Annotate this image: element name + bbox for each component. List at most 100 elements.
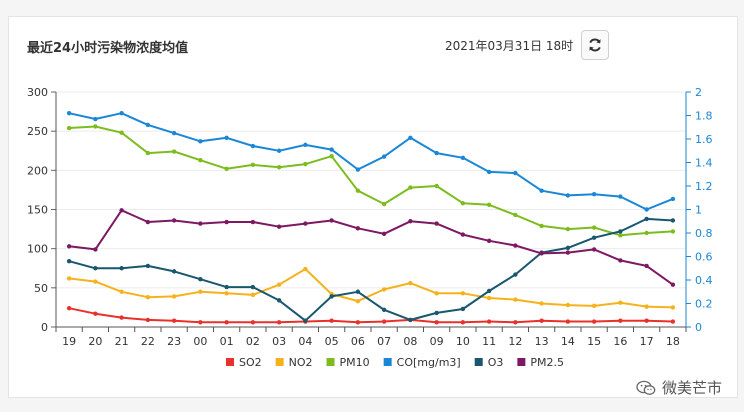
data-point-no2	[381, 287, 387, 292]
x-tick-label: 04	[298, 335, 312, 348]
data-point-pm2-5	[66, 244, 72, 249]
data-point-pm2-5	[303, 221, 308, 226]
data-point-so2	[539, 318, 544, 323]
data-point-so2	[250, 320, 256, 325]
data-point-co-mg-m3	[460, 155, 466, 160]
x-tick-label: 07	[377, 335, 391, 348]
data-point-no2	[224, 291, 229, 296]
data-point-co-mg-m3	[565, 193, 571, 198]
data-point-no2	[355, 298, 361, 304]
series-line-so2	[68, 307, 673, 324]
watermark-text: 微美芒市	[661, 379, 722, 397]
data-point-pm2-5	[460, 232, 466, 237]
data-point-so2	[513, 320, 518, 325]
data-point-pm10	[224, 166, 229, 171]
data-point-pm10	[355, 188, 361, 193]
data-point-pm10	[145, 150, 151, 156]
data-point-co-mg-m3	[276, 148, 282, 153]
data-point-no2	[408, 280, 413, 286]
legend-swatch-so2	[226, 358, 234, 366]
data-point-o3	[303, 318, 308, 323]
x-tick-label: 20	[88, 335, 102, 348]
data-point-pm2-5	[93, 247, 98, 252]
data-point-pm10	[276, 165, 282, 170]
data-point-pm10	[670, 229, 676, 234]
data-point-no2	[198, 289, 203, 294]
data-point-so2	[460, 320, 466, 325]
series-line-pm2-5	[68, 209, 674, 286]
y-left-tick-label: 150	[27, 204, 48, 217]
data-point-co-mg-m3	[171, 130, 177, 136]
refresh-icon	[589, 38, 601, 52]
data-point-so2	[224, 320, 229, 325]
data-point-pm2-5	[513, 243, 518, 248]
data-point-so2	[66, 306, 72, 311]
data-point-co-mg-m3	[355, 167, 361, 172]
x-tick-label: 19	[62, 335, 76, 348]
refresh-button[interactable]	[581, 30, 609, 60]
data-point-o3	[250, 284, 256, 290]
data-point-no2	[486, 295, 492, 301]
legend-label-pm10: PM10	[340, 356, 370, 369]
data-point-pm2-5	[276, 224, 282, 229]
y-left-tick-label: 300	[27, 86, 48, 99]
data-point-no2	[119, 289, 124, 294]
x-tick-label: 01	[220, 335, 234, 348]
data-point-pm2-5	[434, 221, 439, 226]
data-point-so2	[670, 319, 676, 324]
data-point-pm2-5	[171, 218, 177, 223]
data-point-so2	[119, 315, 124, 320]
data-point-pm2-5	[329, 218, 334, 223]
x-tick-label: 03	[272, 335, 286, 348]
x-tick-label: 13	[535, 335, 549, 348]
x-tick-label: 16	[613, 335, 627, 348]
data-point-pm10	[486, 202, 492, 207]
data-point-o3	[66, 259, 72, 264]
data-point-so2	[171, 318, 177, 323]
x-tick-label: 11	[482, 335, 496, 348]
data-point-o3	[513, 272, 518, 277]
chart-card: 最近24小时污染物浓度均值 2021年03月31日 18时	[8, 16, 738, 398]
data-point-pm2-5	[381, 231, 387, 236]
y-right-tick-label: 0.8	[695, 227, 713, 240]
data-point-co-mg-m3	[381, 154, 387, 159]
data-point-pm2-5	[618, 258, 623, 263]
data-point-co-mg-m3	[408, 135, 413, 141]
y-right-tick-label: 1.2	[695, 180, 713, 193]
watermark: 微美芒市	[636, 377, 722, 398]
data-point-no2	[276, 282, 282, 287]
data-point-no2	[434, 291, 439, 296]
data-point-co-mg-m3	[644, 207, 649, 212]
data-point-co-mg-m3	[224, 135, 229, 141]
data-point-so2	[565, 319, 571, 324]
data-point-pm2-5	[355, 226, 361, 231]
data-point-pm10	[198, 157, 203, 163]
data-point-pm2-5	[539, 251, 544, 256]
data-point-no2	[565, 302, 571, 308]
data-point-pm2-5	[591, 247, 597, 252]
data-point-pm2-5	[408, 219, 413, 224]
data-point-o3	[224, 284, 229, 290]
x-tick-label: 09	[430, 335, 444, 348]
series-line-pm10	[69, 125, 673, 237]
data-point-o3	[486, 288, 492, 294]
data-point-no2	[93, 279, 98, 284]
data-point-so2	[355, 320, 361, 325]
data-point-no2	[250, 292, 256, 298]
x-tick-label: 12	[508, 335, 522, 348]
series-line-no2	[68, 268, 673, 309]
data-point-no2	[539, 301, 544, 306]
legend-label-pm2-5: PM2.5	[530, 356, 564, 369]
x-tick-label: 10	[456, 335, 470, 348]
y-right-tick-label: 1.4	[695, 157, 713, 170]
data-point-co-mg-m3	[486, 169, 492, 175]
data-point-pm10	[329, 154, 334, 159]
data-point-so2	[591, 319, 597, 324]
data-point-no2	[145, 295, 151, 300]
data-point-so2	[93, 311, 98, 316]
data-point-co-mg-m3	[513, 170, 518, 176]
data-point-pm10	[539, 223, 544, 229]
y-right-tick-label: 0.2	[695, 298, 713, 311]
legend-label-no2: NO2	[289, 356, 313, 369]
